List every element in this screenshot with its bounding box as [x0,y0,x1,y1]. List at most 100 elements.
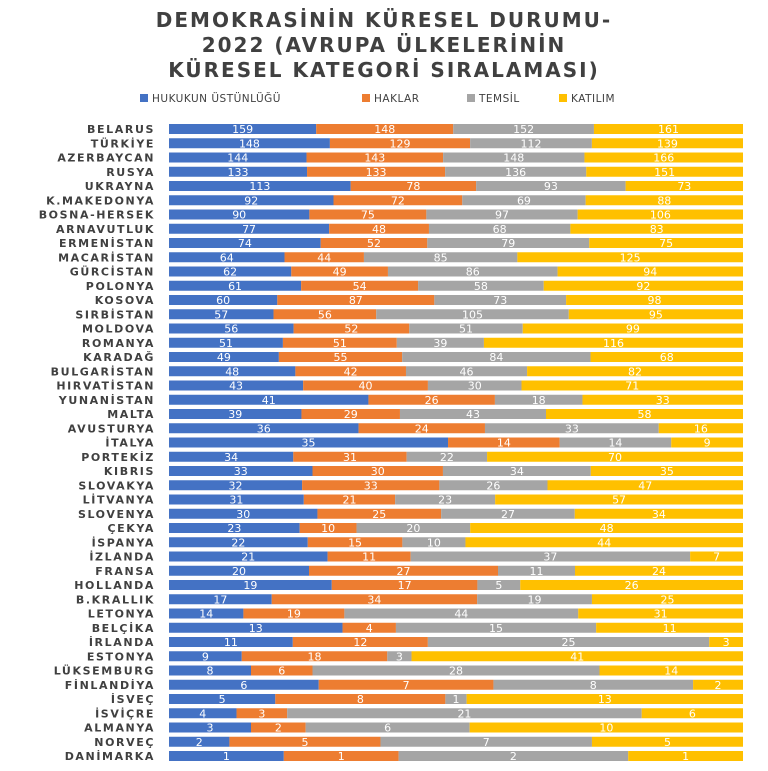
data-label: 151 [654,166,675,179]
data-label: 36 [257,422,271,435]
bar-segment [302,480,440,491]
data-label: 42 [344,365,358,378]
data-label: 16 [694,422,708,435]
bar-segment [402,352,591,362]
bar-segment [577,209,743,220]
data-label: 87 [349,294,363,307]
data-label: 14 [664,665,678,678]
bar-segment [591,138,743,149]
bar-segment [453,124,594,134]
bar-segment [317,508,442,519]
data-label: 95 [649,308,663,321]
bar-segment [465,537,743,548]
data-label: 14 [199,608,213,621]
data-label: 4 [199,707,206,720]
bar-segment [376,309,569,320]
category-label: LÜKSEMBURG [54,664,155,678]
data-label: 7 [483,736,490,749]
category-label: BELÇİKA [92,621,155,635]
bar-segment [380,736,592,747]
bar-segment [585,195,743,206]
data-label: 5 [219,693,226,706]
data-label: 3 [258,707,265,720]
data-label: 52 [344,323,358,336]
data-label: 35 [660,465,674,478]
bar-segment [445,166,587,177]
legend-swatch [362,94,370,102]
category-label: LETONYA [88,608,155,621]
data-label: 44 [317,251,331,264]
data-label: 148 [374,123,395,136]
data-label: 83 [650,223,664,236]
category-label: KOSOVA [95,294,155,307]
data-label: 68 [660,351,674,364]
data-label: 5 [301,736,308,749]
category-label: NORVEÇ [94,736,155,749]
legend-label: HUKUKUN ÜSTÜNLÜĞÜ [152,92,281,105]
category-label: ARNAVUTLUK [56,223,155,236]
data-label: 90 [232,209,246,222]
data-label: 8 [357,693,364,706]
data-label: 2 [196,736,203,749]
bar-segment [368,394,495,405]
bar-segment [547,480,743,491]
bar-segment [312,665,600,676]
bar-segment [331,580,478,590]
data-label: 88 [657,194,671,207]
bar-segment [299,523,357,533]
bar-segment [589,238,743,248]
data-label: 1 [338,750,345,763]
bar-segment [169,451,294,462]
data-label: 41 [570,650,584,663]
category-label: ALMANYA [84,722,155,735]
bar-segment [442,466,591,476]
data-label: 40 [359,380,373,393]
data-label: 148 [239,137,260,150]
data-label: 15 [348,536,362,549]
category-label: MOLDOVA [82,323,155,336]
data-label: 5 [664,736,671,749]
legend-label: KATILIM [571,93,615,105]
data-label: 125 [620,251,641,264]
category-label: SIRBİSTAN [75,307,155,321]
bar-segment [236,708,288,719]
data-label: 93 [544,180,558,193]
bar-segment [169,523,300,533]
bar-segment [434,295,567,305]
bar-segment [395,494,496,505]
data-label: 11 [530,565,544,578]
data-label: 143 [364,152,385,165]
data-label: 68 [493,223,507,236]
data-label: 41 [262,394,276,407]
bar-segment [292,637,428,647]
bar-segment [169,608,244,619]
bar-segment [293,323,410,334]
bar-segment [493,679,694,690]
data-label: 10 [599,722,613,735]
bar-segment [387,266,558,277]
bar-segment [593,124,743,134]
bar-segment [277,295,435,305]
bar-segment [169,480,303,491]
bar-segment [169,694,276,704]
bar-segment [169,166,308,177]
data-label: 51 [459,323,473,336]
data-label: 11 [663,622,677,635]
data-label: 58 [638,408,652,421]
bar-segment [387,651,412,662]
bar-segment [625,181,743,191]
data-label: 22 [440,451,454,464]
data-label: 43 [229,380,243,393]
category-label: AZERBAYCAN [57,152,155,165]
data-label: 85 [434,251,448,264]
data-label: 166 [653,152,674,165]
bar-segment [559,437,672,448]
data-label: 54 [353,280,367,293]
category-label: FRANSA [95,565,155,578]
bar-segment [568,309,743,320]
bar-segment [169,238,321,248]
data-label: 152 [513,123,534,136]
bar-segment [169,380,304,391]
data-label: 35 [302,437,316,450]
bar-segment [590,352,743,362]
